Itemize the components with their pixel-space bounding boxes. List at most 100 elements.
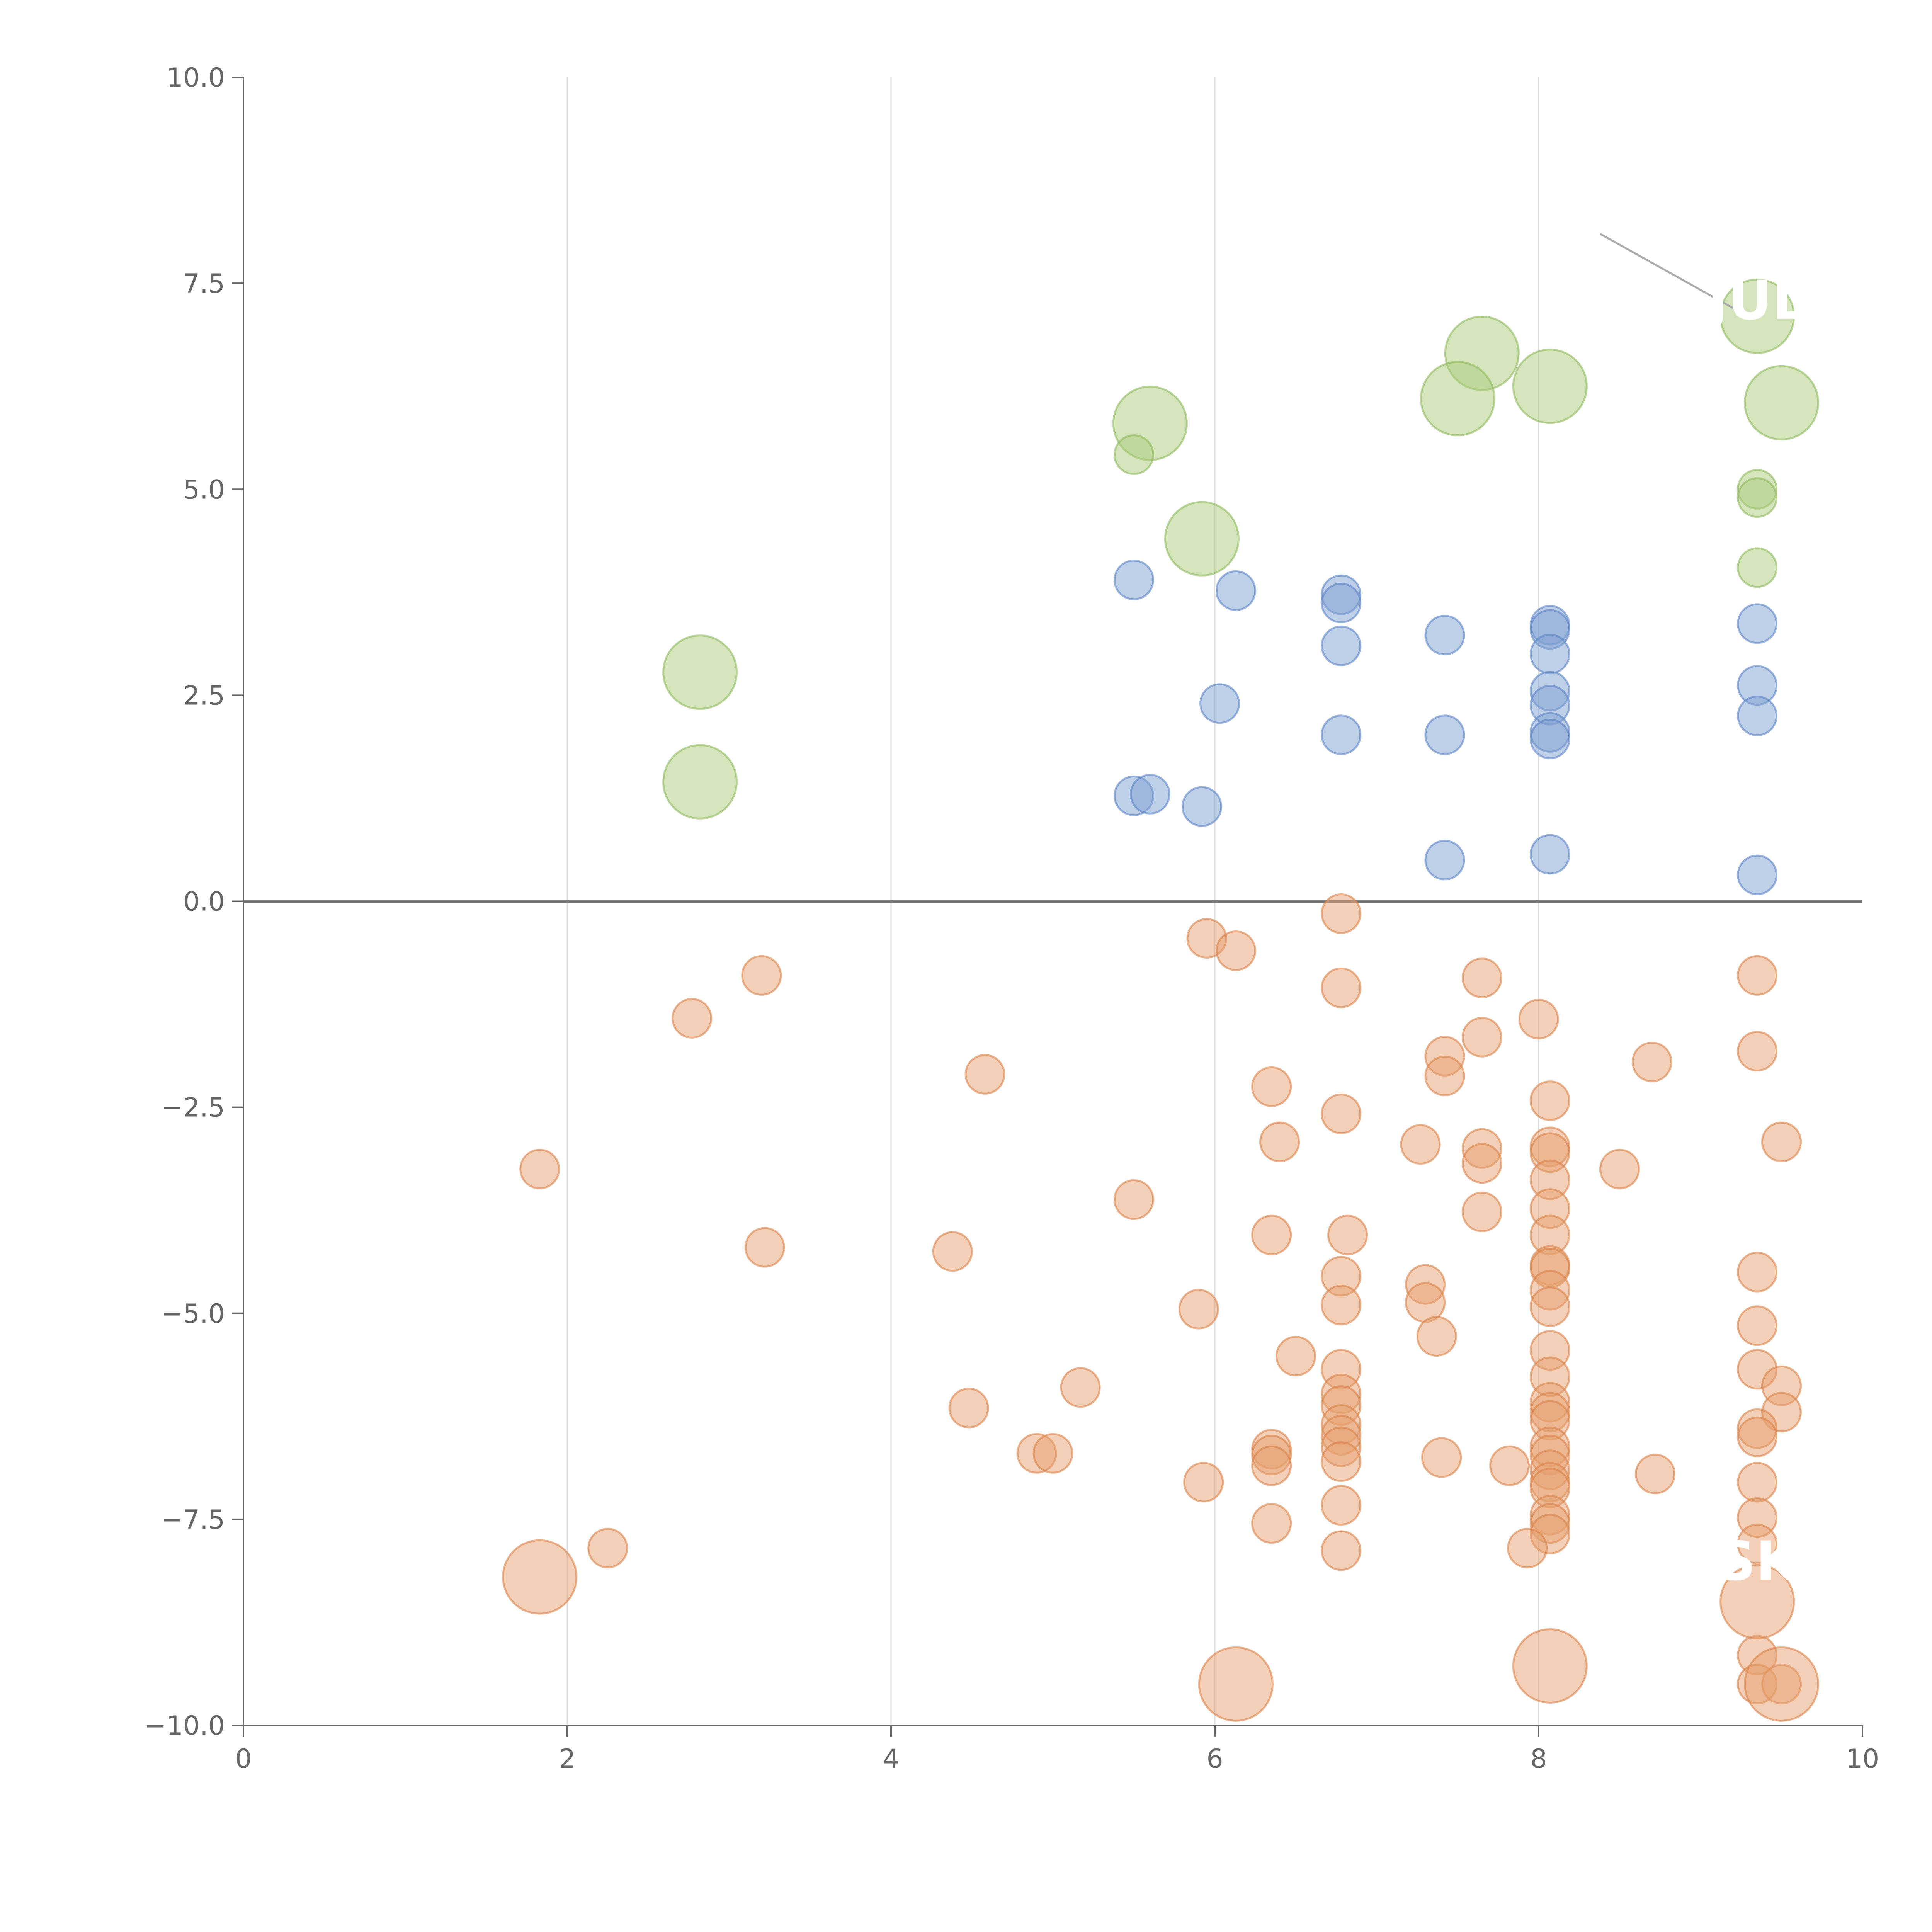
point-orange-4: [672, 998, 713, 1039]
point-orange-72: [1635, 1454, 1676, 1495]
point-green-3: [1420, 361, 1495, 437]
point-orange-93: [1251, 1445, 1292, 1486]
point-orange-15: [1251, 1066, 1292, 1107]
y-tick-label-3: 2.5: [183, 680, 225, 711]
axes: 10.0 7.5 5.0 2.5 0.0 −2.5 −5.0 −7.5 −10.0 0 2 4 6 8 10: [145, 63, 1879, 1774]
point-blue-21: [1181, 786, 1222, 827]
point-green-4: [1512, 349, 1588, 424]
x-tick-label-4: 8: [1530, 1744, 1547, 1774]
point-orange-70: [1489, 1445, 1530, 1486]
point-orange-54: [1321, 1485, 1362, 1526]
point-orange-20: [1461, 1143, 1502, 1184]
point-orange-97: [1198, 1646, 1274, 1722]
point-blue-18: [1424, 714, 1465, 755]
point-orange-9: [1737, 1031, 1778, 1072]
annotations: JUL SK: [1600, 233, 1806, 1593]
x-tick-label-0: 0: [235, 1744, 252, 1774]
y-tick-label-1: 7.5: [183, 269, 225, 299]
x-tick-label-5: 10: [1846, 1744, 1879, 1774]
data-points: [502, 278, 1819, 1722]
point-orange-5: [1321, 967, 1362, 1008]
point-orange-90: [1183, 1462, 1224, 1503]
point-orange-95: [587, 1528, 628, 1569]
point-orange-73: [1737, 1252, 1778, 1293]
point-green-1: [1744, 365, 1819, 440]
point-orange-10: [1518, 998, 1559, 1039]
point-orange-94: [1251, 1503, 1292, 1544]
point-orange-34: [519, 1149, 560, 1190]
point-green-8: [662, 744, 738, 820]
point-orange-98: [1512, 1628, 1588, 1704]
point-blue-3: [1321, 583, 1362, 624]
point-orange-44: [1416, 1316, 1457, 1357]
point-orange-3: [741, 955, 782, 996]
point-orange-86: [1060, 1367, 1101, 1408]
point-green-11: [1737, 477, 1778, 518]
point-blue-20: [1129, 774, 1170, 815]
point-blue-1: [1215, 570, 1256, 611]
point-orange-79: [1737, 1417, 1778, 1458]
point-orange-82: [1737, 1524, 1778, 1565]
point-orange-32: [1599, 1149, 1640, 1190]
point-blue-23: [1529, 834, 1570, 875]
point-orange-37: [932, 1231, 973, 1272]
point-orange-18: [1400, 1124, 1441, 1165]
annotation-label-0: JUL: [1705, 269, 1806, 332]
point-blue-0: [1114, 560, 1154, 600]
point-orange-6: [1461, 957, 1502, 998]
point-orange-7: [1461, 1017, 1502, 1058]
point-orange-12: [1424, 1056, 1465, 1097]
point-orange-38: [1251, 1214, 1292, 1255]
point-blue-4: [1321, 625, 1362, 666]
point-orange-99: [1719, 1564, 1795, 1639]
point-orange-41: [1321, 1284, 1362, 1325]
point-orange-17: [1321, 1094, 1362, 1134]
point-orange-36: [744, 1227, 785, 1268]
y-tick-label-0: 10.0: [167, 63, 225, 93]
x-tick-label-3: 6: [1206, 1744, 1223, 1774]
point-orange-46: [1276, 1336, 1316, 1377]
point-orange-96: [502, 1539, 578, 1615]
point-green-9: [1114, 434, 1154, 475]
y-tick-label-2: 5.0: [183, 474, 225, 505]
point-orange-2: [1215, 930, 1256, 971]
annotation-leader-line: [1600, 233, 1734, 309]
x-tick-label-2: 4: [883, 1744, 899, 1774]
point-green-7: [662, 634, 738, 710]
point-green-6: [1164, 501, 1240, 577]
point-orange-22: [1529, 1080, 1570, 1121]
point-orange-8: [1737, 955, 1778, 996]
point-blue-15: [1737, 696, 1778, 736]
point-blue-16: [1199, 683, 1240, 724]
point-blue-24: [1737, 854, 1778, 895]
point-orange-35: [1114, 1179, 1154, 1220]
point-orange-13: [1631, 1041, 1672, 1082]
point-blue-22: [1424, 840, 1465, 881]
point-orange-74: [1737, 1305, 1778, 1346]
point-orange-16: [1259, 1121, 1300, 1162]
point-orange-53: [1321, 1441, 1362, 1482]
point-orange-39: [1327, 1214, 1368, 1255]
point-blue-8: [1529, 634, 1570, 675]
point-blue-12: [1529, 718, 1570, 759]
point-orange-71: [1421, 1437, 1462, 1478]
point-orange-100: [1744, 1646, 1819, 1722]
point-blue-17: [1321, 714, 1362, 755]
x-tick-label-1: 2: [559, 1744, 575, 1774]
point-green-0: [1719, 278, 1795, 354]
annotation-label-1: SK: [1717, 1530, 1799, 1593]
point-orange-69: [1507, 1528, 1548, 1569]
point-orange-21: [1461, 1191, 1502, 1232]
point-orange-0: [1321, 893, 1362, 934]
point-orange-45: [1178, 1289, 1219, 1330]
point-orange-87: [948, 1388, 989, 1429]
y-tick-label-7: −7.5: [161, 1505, 225, 1535]
y-tick-label-8: −10.0: [145, 1711, 225, 1741]
point-blue-13: [1737, 603, 1778, 644]
point-orange-80: [1737, 1462, 1778, 1503]
point-blue-5: [1424, 615, 1465, 656]
point-orange-14: [964, 1054, 1005, 1095]
point-orange-31: [1529, 1286, 1570, 1327]
